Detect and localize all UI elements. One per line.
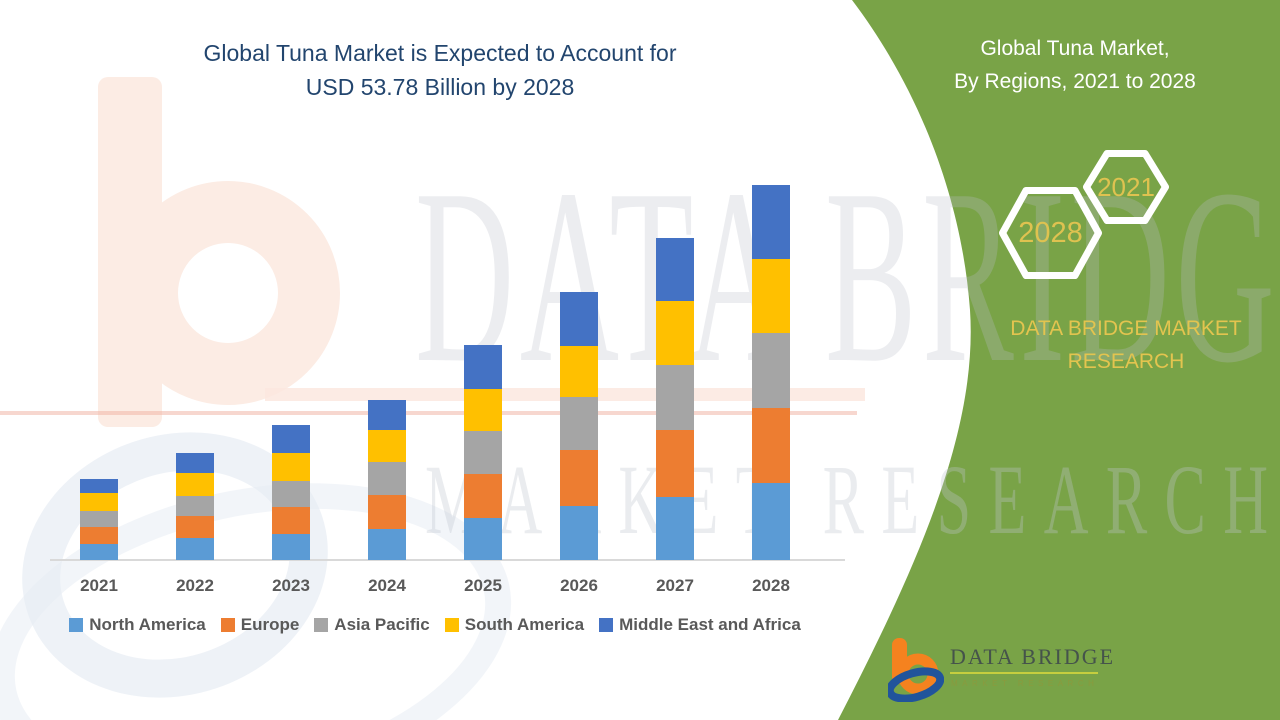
bar-segment-europe: [272, 507, 310, 534]
panel-title: Global Tuna Market, By Regions, 2021 to …: [900, 32, 1250, 98]
legend-item-south-america: South America: [444, 615, 585, 635]
bar-segment-north-america: [560, 505, 598, 560]
bar-segment-south-america: [272, 452, 310, 482]
legend-item-north-america: North America: [69, 615, 206, 635]
x-axis-label-2022: 2022: [176, 576, 214, 595]
bar-segment-middle-east-and-africa: [752, 184, 790, 259]
bar-segment-north-america: [176, 537, 214, 560]
panel-title-line1: Global Tuna Market,: [980, 37, 1170, 60]
bar-segment-north-america: [368, 528, 406, 560]
legend-item-middle-east-and-africa: Middle East and Africa: [599, 615, 801, 635]
bar-segment-south-america: [560, 345, 598, 397]
hexagon-year-label: 2021: [1097, 171, 1155, 202]
bar-segment-asia-pacific: [176, 495, 214, 517]
bar-segment-asia-pacific: [80, 510, 118, 527]
chart-headline: Global Tuna Market is Expected to Accoun…: [60, 36, 820, 104]
chart-headline-line1: Global Tuna Market is Expected to Accoun…: [203, 40, 677, 66]
bar-segment-europe: [656, 429, 694, 497]
brand-name-line1: DATA BRIDGE MARKET: [1010, 317, 1242, 340]
bar-segment-europe: [80, 526, 118, 544]
hexagon-year-label: 2028: [1018, 216, 1083, 249]
bar-segment-middle-east-and-africa: [656, 237, 694, 302]
stacked-bar-2021: [80, 478, 118, 560]
bar-segment-europe: [752, 408, 790, 484]
stacked-bar-2023: [272, 425, 310, 560]
legend-item-europe: Europe: [220, 615, 300, 635]
databridge-logo-wordmark: DATA BRIDGE: [950, 644, 1116, 669]
bar-segment-europe: [464, 474, 502, 518]
bar-segment-north-america: [752, 483, 790, 560]
bar-segment-north-america: [656, 496, 694, 560]
bar-segment-middle-east-and-africa: [368, 399, 406, 431]
x-axis-line: [50, 559, 845, 561]
legend-label: South America: [464, 615, 585, 634]
bar-segment-asia-pacific: [368, 462, 406, 496]
hexagon-outline: [999, 187, 1102, 279]
bar-segment-asia-pacific: [560, 396, 598, 450]
bar-segment-middle-east-and-africa: [464, 345, 502, 390]
bar-segment-asia-pacific: [752, 333, 790, 409]
legend-item-asia-pacific: Asia Pacific: [314, 615, 430, 635]
panel-title-line2: By Regions, 2021 to 2028: [954, 70, 1196, 93]
hexagon-outline: [1083, 150, 1169, 224]
legend-swatch: [599, 618, 614, 632]
bar-segment-north-america: [80, 544, 118, 560]
legend-label: Middle East and Africa: [619, 615, 801, 634]
databridge-logo-icon: [888, 638, 944, 702]
legend-label: North America: [89, 615, 206, 634]
x-axis-label-2027: 2027: [656, 576, 694, 595]
bar-segment-middle-east-and-africa: [80, 478, 118, 493]
bar-segment-south-america: [464, 389, 502, 432]
bar-segment-south-america: [752, 258, 790, 334]
bar-segment-middle-east-and-africa: [176, 453, 214, 473]
x-axis-label-2021: 2021: [80, 576, 118, 595]
legend-label: Asia Pacific: [334, 615, 430, 634]
chart-headline-line2: USD 53.78 Billion by 2028: [305, 74, 575, 100]
x-axis-label-2024: 2024: [368, 576, 406, 595]
bar-segment-asia-pacific: [464, 431, 502, 475]
stacked-bar-2026: [560, 292, 598, 560]
stacked-bar-2027: [656, 237, 694, 560]
databridge-logo-subtext: MARKET RESEARCH: [951, 679, 1099, 688]
brand-name-line2: RESEARCH: [1067, 350, 1185, 373]
bar-segment-south-america: [656, 301, 694, 366]
x-axis-label-2026: 2026: [560, 576, 598, 595]
bar-segment-south-america: [80, 492, 118, 511]
bar-segment-asia-pacific: [656, 365, 694, 430]
x-axis-label-2028: 2028: [752, 576, 790, 595]
stacked-bar-2022: [176, 453, 214, 560]
hexagon-badge-2028: 2028: [999, 187, 1102, 279]
bar-segment-north-america: [464, 517, 502, 560]
bar-segment-north-america: [272, 533, 310, 560]
stacked-bar-2028: [752, 184, 790, 560]
hexagon-badge-2021: 2021: [1083, 150, 1169, 224]
brand-name-text: DATA BRIDGE MARKET RESEARCH: [950, 312, 1280, 378]
bar-segment-europe: [176, 516, 214, 538]
legend-swatch: [220, 618, 235, 632]
bar-segment-europe: [560, 449, 598, 506]
bar-segment-south-america: [176, 472, 214, 496]
bar-segment-asia-pacific: [272, 481, 310, 507]
legend-label: Europe: [240, 615, 300, 634]
legend-swatch: [314, 618, 329, 632]
bar-segment-middle-east-and-africa: [272, 425, 310, 453]
databridge-logo-underline: [950, 672, 1098, 674]
bar-segment-europe: [368, 495, 406, 529]
legend-swatch: [444, 618, 459, 632]
x-axis-label-2025: 2025: [464, 576, 502, 595]
x-axis-label-2023: 2023: [272, 576, 310, 595]
legend-swatch: [69, 618, 84, 632]
stacked-bar-2024: [368, 399, 406, 560]
stacked-bar-2025: [464, 345, 502, 560]
bar-segment-south-america: [368, 430, 406, 463]
bar-segment-middle-east-and-africa: [560, 292, 598, 346]
chart-legend: North America Europe Asia Pacific South Ame…: [40, 615, 830, 635]
